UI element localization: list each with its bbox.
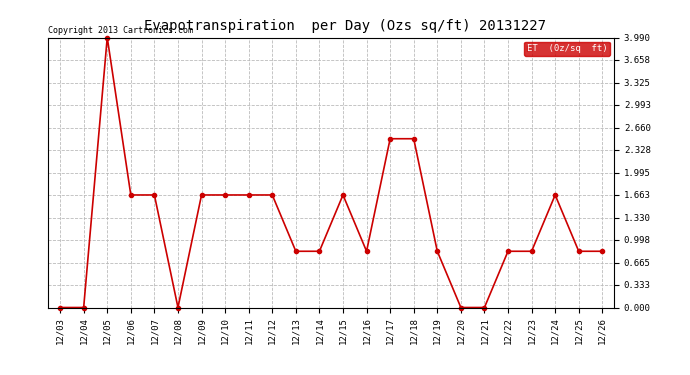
Text: Copyright 2013 Cartronics.com: Copyright 2013 Cartronics.com xyxy=(48,26,193,35)
Legend: ET  (0z/sq  ft): ET (0z/sq ft) xyxy=(524,42,610,56)
Text: Evapotranspiration  per Day (Ozs sq/ft) 20131227: Evapotranspiration per Day (Ozs sq/ft) 2… xyxy=(144,19,546,33)
